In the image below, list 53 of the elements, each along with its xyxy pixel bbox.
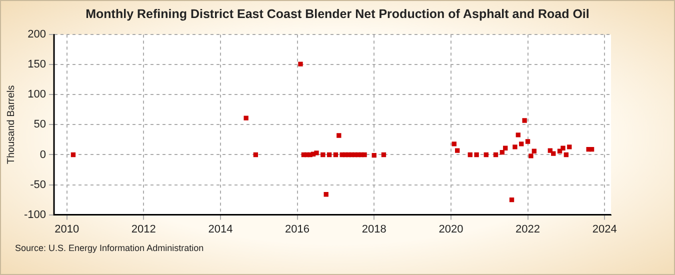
point xyxy=(362,152,367,158)
point xyxy=(567,144,572,150)
point xyxy=(564,152,569,158)
point xyxy=(333,152,338,158)
x-tick-label: 2024 xyxy=(592,223,617,236)
point xyxy=(474,152,479,158)
point xyxy=(455,148,460,153)
point xyxy=(528,154,534,158)
x-tick-label: 2012 xyxy=(131,223,156,236)
point xyxy=(372,152,376,158)
y-tick-label: 100 xyxy=(28,88,46,101)
point xyxy=(298,62,303,66)
point xyxy=(324,192,328,197)
point xyxy=(336,133,342,138)
y-tick-label: 0 xyxy=(40,148,46,161)
point xyxy=(320,152,326,158)
x-tick-label: 2014 xyxy=(208,223,233,236)
y-axis-title: Thousand Barrels xyxy=(6,85,17,164)
x-tick-label: 2018 xyxy=(362,223,386,236)
y-tick-label: -100 xyxy=(24,208,46,221)
point xyxy=(560,146,566,150)
point xyxy=(500,150,505,155)
y-tick-label: 150 xyxy=(28,58,46,71)
x-tick-label: 2010 xyxy=(54,223,80,236)
point xyxy=(551,151,556,156)
point xyxy=(326,152,332,158)
point xyxy=(512,144,518,150)
point xyxy=(70,152,76,158)
point xyxy=(314,150,319,156)
point xyxy=(452,142,456,146)
point xyxy=(522,118,527,123)
point xyxy=(532,148,537,154)
y-tick-label: 50 xyxy=(34,118,46,131)
point xyxy=(519,142,524,146)
chart-title: Monthly Refining District East Coast Blender Net Production of Asphalt and Road Oil xyxy=(84,7,590,21)
point xyxy=(503,146,508,150)
source-note: Source: U.S. Energy Information Administration xyxy=(15,243,204,253)
point xyxy=(253,152,258,158)
point xyxy=(484,152,488,158)
x-tick-label: 2022 xyxy=(516,223,540,236)
y-tick-label: 200 xyxy=(28,28,46,41)
point xyxy=(468,152,472,158)
point xyxy=(548,148,553,153)
point xyxy=(525,139,530,144)
x-tick-label: 2020 xyxy=(438,223,464,236)
point xyxy=(381,152,386,158)
point xyxy=(516,132,521,138)
point xyxy=(493,152,498,158)
point xyxy=(589,146,594,152)
point xyxy=(244,116,248,120)
x-tick-label: 2016 xyxy=(285,223,310,236)
point xyxy=(509,197,514,202)
y-tick-label: -50 xyxy=(30,178,46,191)
